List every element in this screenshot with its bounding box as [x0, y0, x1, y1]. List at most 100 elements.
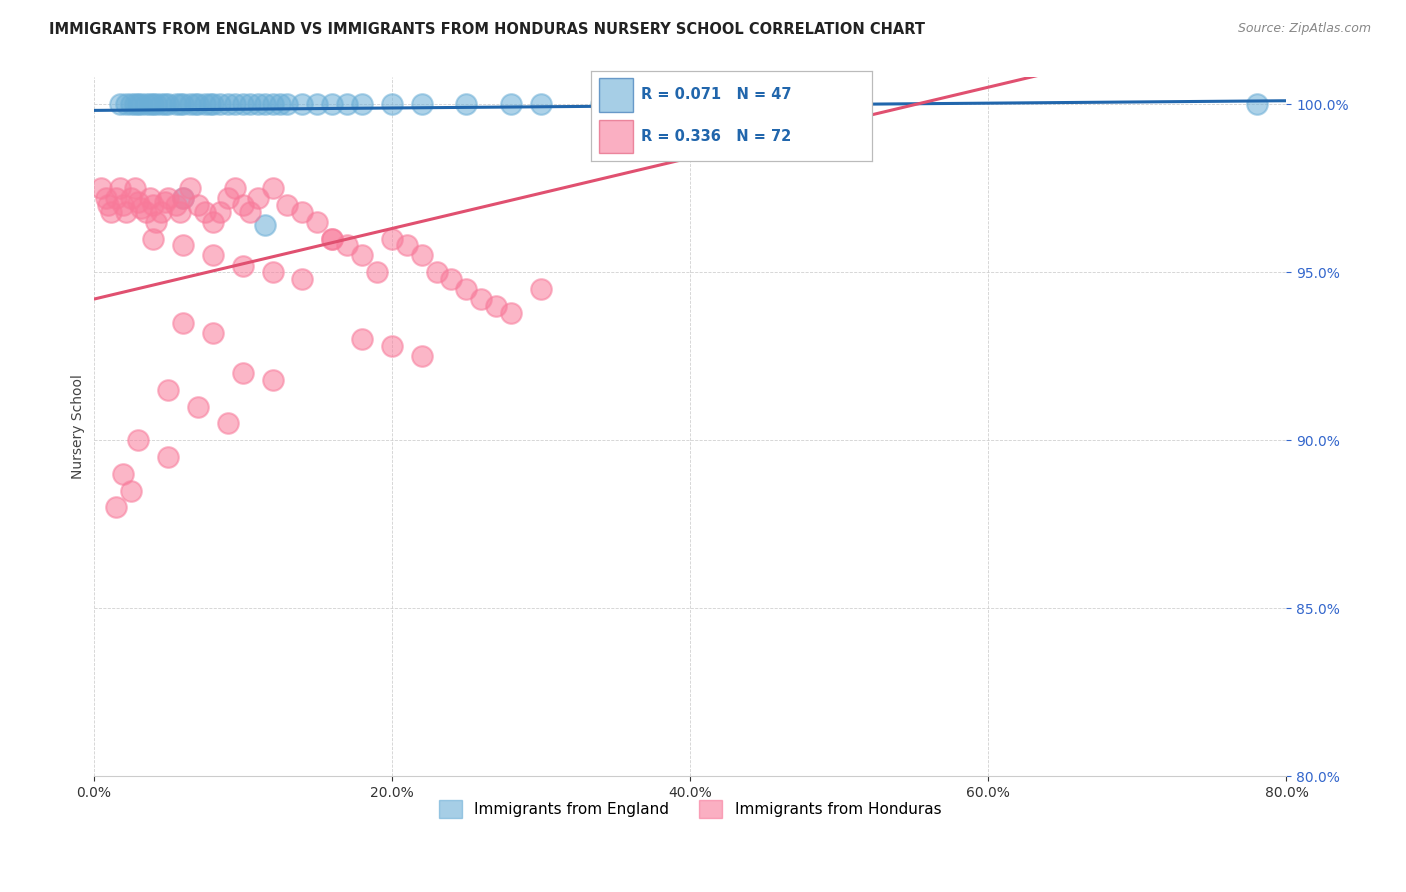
Point: [120, 97, 142, 112]
Point: [350, 333, 373, 347]
Point: [232, 259, 254, 273]
Point: [501, 97, 523, 112]
Text: IMMIGRANTS FROM ENGLAND VS IMMIGRANTS FROM HONDURAS NURSERY SCHOOL CORRELATION C: IMMIGRANTS FROM ENGLAND VS IMMIGRANTS FR…: [49, 22, 925, 37]
Point: [194, 204, 217, 219]
Bar: [599, 120, 633, 153]
Point: [456, 97, 478, 112]
Point: [276, 97, 298, 112]
Point: [224, 181, 246, 195]
Point: [127, 194, 149, 209]
Point: [246, 97, 269, 112]
Point: [172, 316, 194, 330]
Y-axis label: Nursery School: Nursery School: [72, 375, 86, 479]
Point: [201, 215, 224, 229]
Point: [169, 204, 191, 219]
Point: [120, 191, 142, 205]
Point: [129, 97, 152, 112]
Point: [149, 97, 172, 112]
Point: [90, 181, 112, 195]
Point: [217, 417, 239, 431]
Text: Source: ZipAtlas.com: Source: ZipAtlas.com: [1237, 22, 1371, 36]
Point: [307, 215, 329, 229]
Point: [350, 248, 373, 262]
Point: [165, 97, 187, 112]
Point: [411, 97, 433, 112]
Point: [100, 204, 122, 219]
Point: [291, 204, 314, 219]
Point: [179, 97, 201, 112]
Point: [194, 97, 217, 112]
Point: [94, 191, 117, 205]
Point: [530, 282, 553, 296]
Point: [172, 97, 194, 112]
Point: [149, 204, 172, 219]
Point: [157, 191, 180, 205]
Point: [530, 97, 553, 112]
Point: [307, 97, 329, 112]
Point: [165, 198, 187, 212]
Point: [254, 219, 277, 233]
Point: [232, 366, 254, 380]
Point: [172, 191, 194, 205]
Point: [291, 272, 314, 286]
Point: [209, 97, 232, 112]
Point: [201, 326, 224, 340]
Point: [381, 339, 404, 353]
Point: [110, 97, 132, 112]
Point: [184, 97, 207, 112]
Point: [411, 349, 433, 363]
Point: [124, 97, 146, 112]
Point: [262, 265, 284, 279]
Point: [187, 97, 209, 112]
Point: [110, 181, 132, 195]
Point: [172, 191, 194, 205]
Point: [115, 97, 138, 112]
Point: [157, 97, 180, 112]
Point: [142, 97, 165, 112]
Point: [350, 97, 373, 112]
Point: [153, 97, 176, 112]
Point: [139, 191, 162, 205]
Point: [112, 467, 135, 481]
Point: [239, 97, 262, 112]
Point: [411, 248, 433, 262]
Point: [179, 181, 201, 195]
Point: [440, 272, 463, 286]
Point: [217, 191, 239, 205]
Point: [120, 483, 142, 498]
Point: [201, 248, 224, 262]
Point: [321, 232, 343, 246]
Point: [232, 198, 254, 212]
Bar: [599, 78, 633, 112]
Point: [201, 97, 224, 112]
Point: [127, 434, 149, 448]
Point: [501, 305, 523, 319]
Point: [129, 202, 152, 216]
Point: [198, 97, 221, 112]
Text: R = 0.071   N = 47: R = 0.071 N = 47: [641, 87, 792, 102]
Point: [145, 97, 167, 112]
Point: [135, 97, 157, 112]
Point: [321, 97, 343, 112]
Point: [269, 97, 291, 112]
Point: [262, 97, 284, 112]
Point: [366, 265, 388, 279]
Point: [157, 383, 180, 397]
Point: [127, 97, 149, 112]
Point: [470, 292, 492, 306]
Point: [321, 232, 343, 246]
Legend: Immigrants from England, Immigrants from Honduras: Immigrants from England, Immigrants from…: [433, 794, 948, 824]
Point: [381, 232, 404, 246]
Text: R = 0.336   N = 72: R = 0.336 N = 72: [641, 129, 792, 144]
Point: [153, 194, 176, 209]
Point: [135, 204, 157, 219]
Point: [142, 198, 165, 212]
Point: [157, 450, 180, 464]
Point: [262, 181, 284, 195]
Point: [232, 97, 254, 112]
Point: [145, 215, 167, 229]
Point: [456, 282, 478, 296]
Point: [104, 191, 127, 205]
Point: [142, 232, 165, 246]
Point: [336, 238, 359, 252]
